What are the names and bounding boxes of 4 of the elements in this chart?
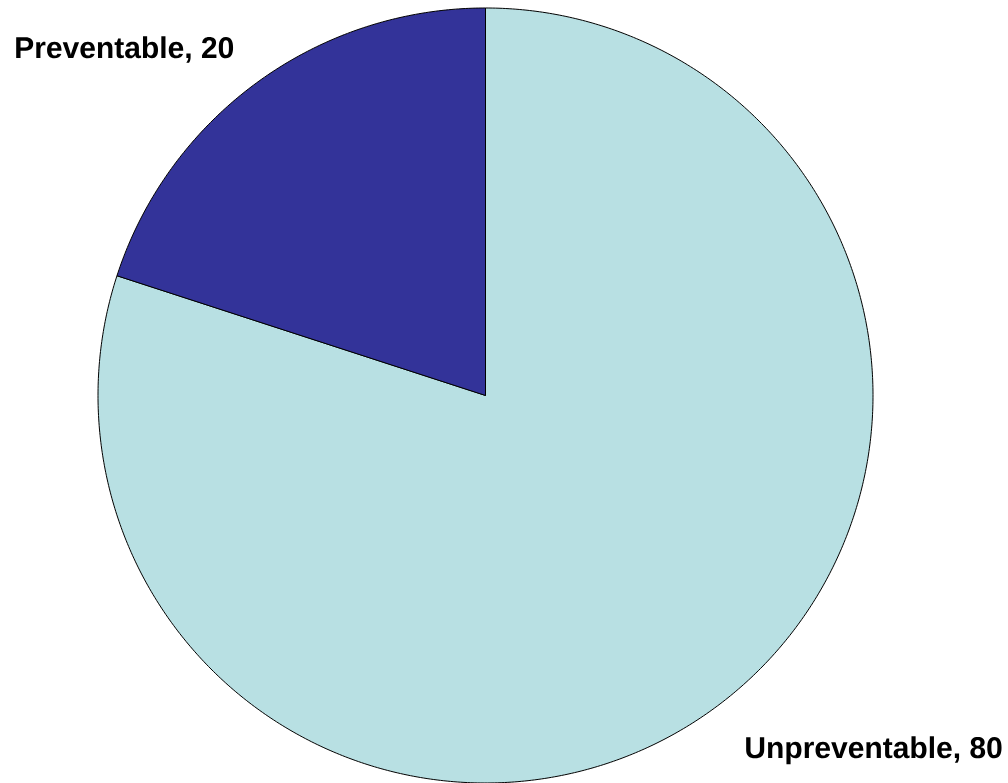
slice-label: Preventable [16,36,184,59]
slice-label: Unpreventable [746,736,952,765]
data-label: , 80 [954,737,1002,763]
data-label: , 20 [186,37,234,63]
